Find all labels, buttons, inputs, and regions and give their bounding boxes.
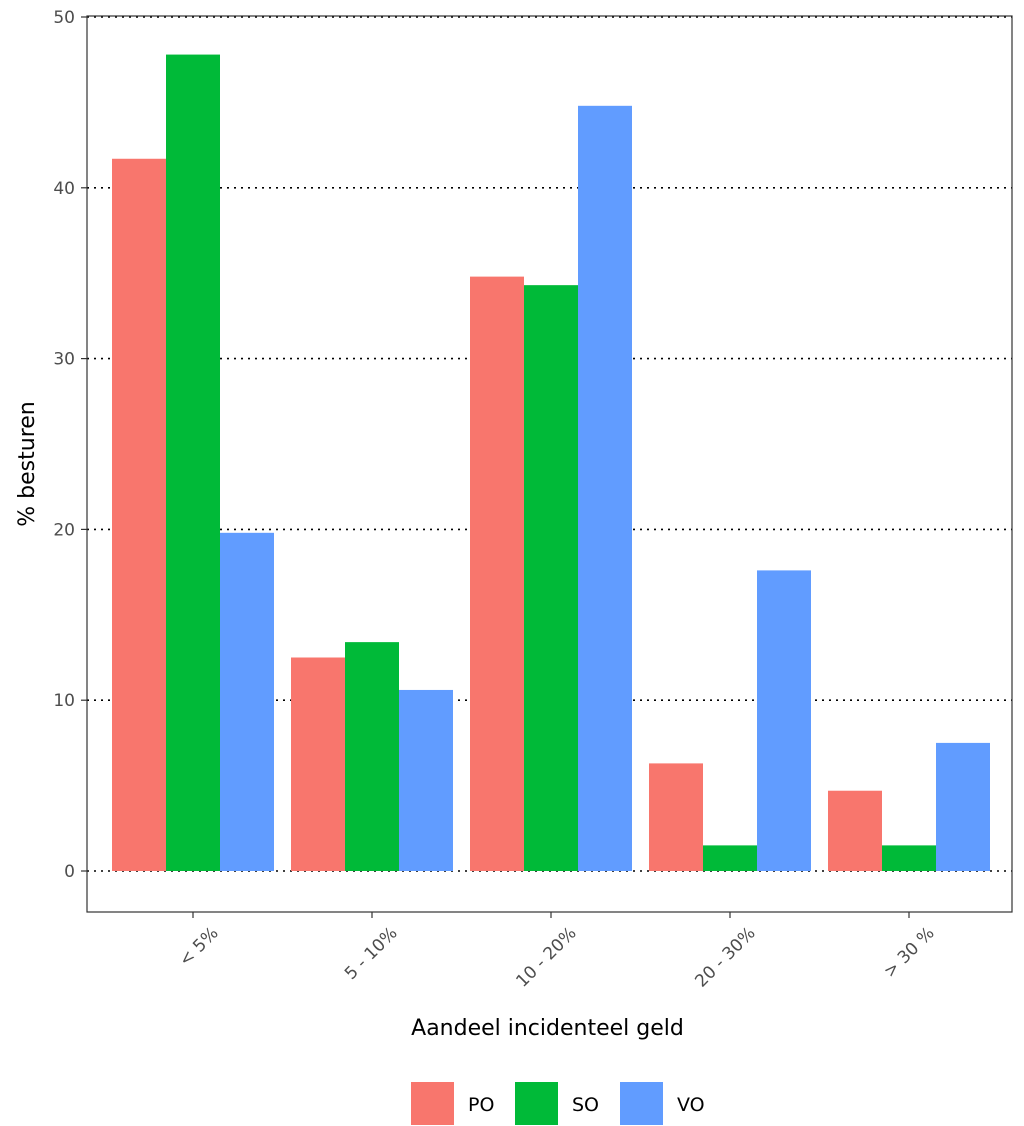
plot-panel-border xyxy=(86,15,1013,913)
bar-po xyxy=(649,763,703,871)
bar-vo xyxy=(578,105,632,872)
y-tick-label: 10 xyxy=(53,691,75,711)
y-axis-title: % besturen xyxy=(15,401,40,526)
bar-vo xyxy=(936,742,990,871)
x-tick-label: 20 - 30% xyxy=(691,923,759,991)
bar-po xyxy=(828,790,882,871)
legend-label-po: PO xyxy=(468,1094,494,1116)
bar-po xyxy=(470,276,524,872)
y-axis: 0 10 20 30 40 50 xyxy=(53,8,87,882)
bar-so xyxy=(882,845,936,871)
bar-po xyxy=(112,158,166,872)
bar-so xyxy=(166,54,220,872)
x-tick-label: 10 - 20% xyxy=(512,923,580,991)
bar-so xyxy=(703,845,757,871)
y-tick-label: 50 xyxy=(53,8,75,28)
legend-key-vo xyxy=(620,1082,663,1125)
legend-label-so: SO xyxy=(572,1094,599,1116)
x-tick-label: 5 - 10% xyxy=(341,923,401,983)
y-tick-label: 20 xyxy=(53,520,75,540)
bar-so xyxy=(524,285,578,871)
legend-label-vo: VO xyxy=(677,1094,705,1116)
bar-so xyxy=(345,642,399,871)
bar-po xyxy=(291,657,345,871)
x-tick-label: > 30 % xyxy=(880,923,939,982)
y-tick-label: 0 xyxy=(64,862,75,882)
legend-key-so xyxy=(515,1082,558,1125)
legend: PO SO VO xyxy=(411,1082,705,1125)
bar-vo xyxy=(399,689,453,871)
bar-vo xyxy=(220,532,274,871)
x-axis: < 5% 5 - 10% 10 - 20% 20 - 30% > 30 % xyxy=(175,912,939,992)
x-axis-title: Aandeel incidenteel geld xyxy=(411,1016,684,1041)
y-tick-label: 40 xyxy=(53,179,75,199)
x-tick-label: < 5% xyxy=(175,923,222,970)
y-tick-label: 30 xyxy=(53,350,75,370)
bars xyxy=(112,54,990,872)
legend-key-po xyxy=(411,1082,454,1125)
bar-vo xyxy=(757,570,811,871)
